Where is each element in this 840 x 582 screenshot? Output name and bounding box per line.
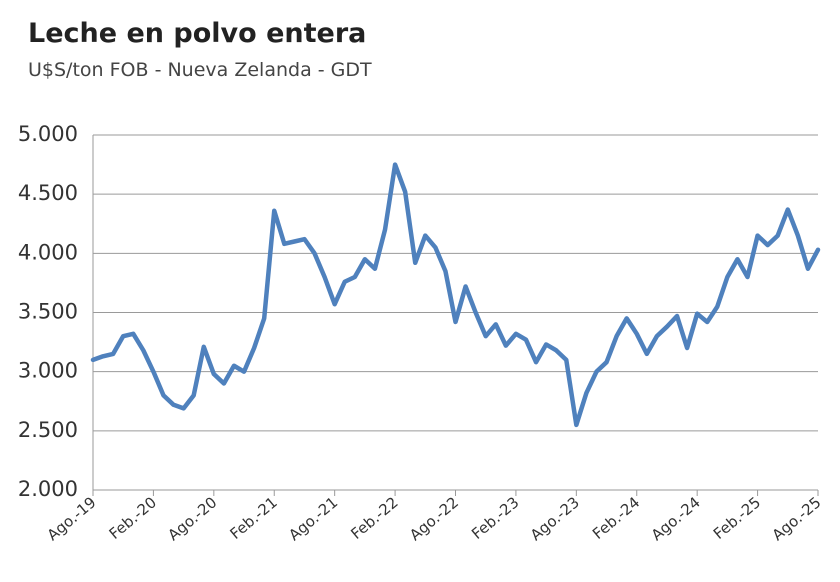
y-tick-label: 4.500 — [18, 181, 78, 205]
x-tick-label: Feb.-23 — [468, 493, 522, 543]
x-tick-label: Ago.-24 — [648, 493, 704, 544]
x-tick-label: Ago.-20 — [164, 493, 220, 544]
x-tick-label: Feb.-24 — [589, 493, 643, 543]
x-tick-label: Ago.-21 — [285, 493, 341, 544]
x-tick-label: Feb.-20 — [106, 493, 160, 543]
x-tick-label: Feb.-25 — [710, 493, 764, 543]
chart-title: Leche en polvo entera — [28, 18, 366, 49]
x-tick-label: Feb.-21 — [226, 493, 280, 543]
x-tick-label: Ago.-25 — [769, 493, 825, 544]
x-tick-label: Ago.-23 — [527, 493, 583, 544]
data-line — [90, 162, 821, 428]
y-tick-label: 3.500 — [18, 300, 78, 324]
y-tick-label: 2.000 — [18, 477, 78, 501]
y-tick-label: 5.000 — [18, 122, 78, 146]
x-tick-label: Feb.-22 — [347, 493, 401, 543]
chart-subtitle: U$S/ton FOB - Nueva Zelanda - GDT — [28, 59, 372, 81]
x-tick-label: Ago.-22 — [406, 493, 462, 544]
y-tick-label: 2.500 — [18, 418, 78, 442]
y-tick-label: 3.000 — [18, 359, 78, 383]
y-tick-label: 4.000 — [18, 240, 78, 264]
